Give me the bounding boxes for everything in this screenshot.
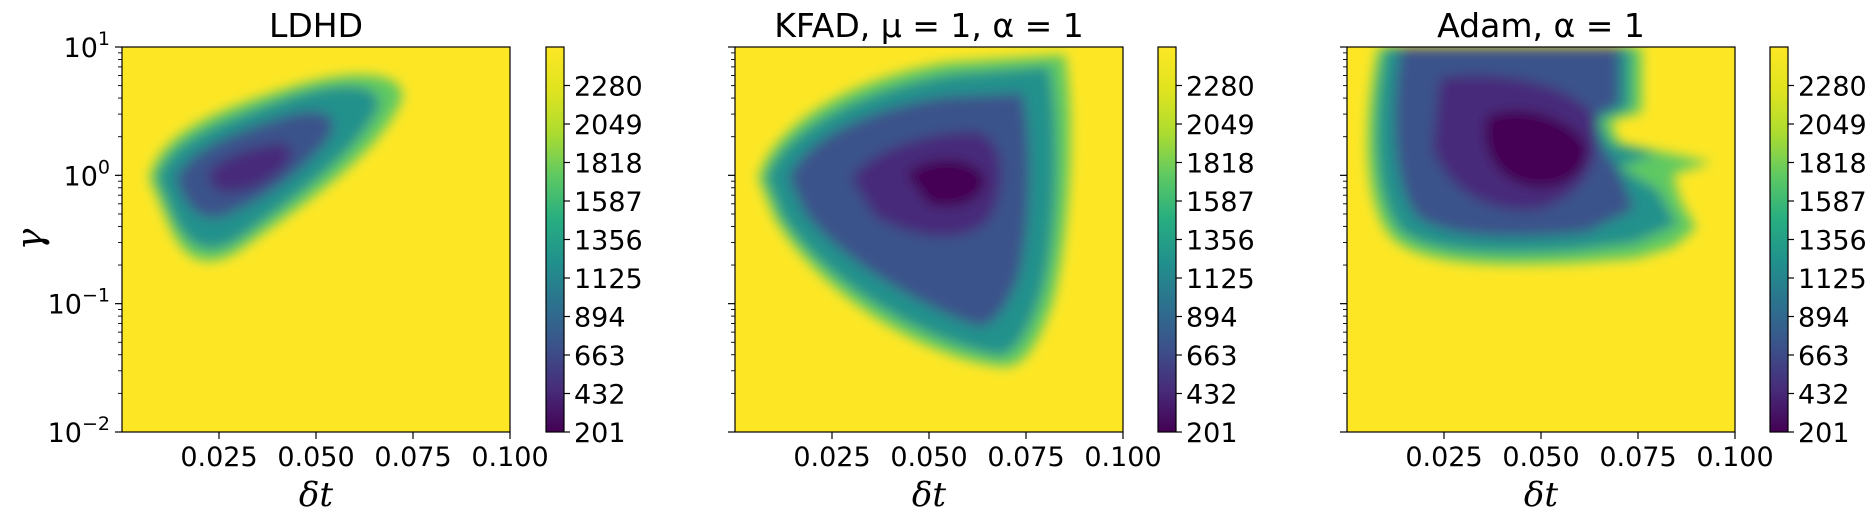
y-tick-label: 101 bbox=[64, 28, 110, 64]
x-tick-label: 0.100 bbox=[1696, 442, 1773, 473]
colorbar-tick-label: 2049 bbox=[1798, 110, 1867, 141]
x-tick-label: 0.050 bbox=[277, 442, 354, 473]
y-tick-label: 10−1 bbox=[48, 285, 110, 321]
colorbar-tick-label: 1587 bbox=[574, 187, 643, 218]
x-tick-label: 0.075 bbox=[374, 442, 451, 473]
colorbar-tick-label: 2049 bbox=[1186, 110, 1255, 141]
colorbar-tick-label: 201 bbox=[1798, 418, 1850, 449]
colorbar-tick-label: 1818 bbox=[1798, 149, 1867, 180]
colorbar-tick-label: 1356 bbox=[574, 226, 643, 257]
colorbar bbox=[1157, 46, 1177, 433]
colorbar-tick-label: 1818 bbox=[574, 149, 643, 180]
colorbar-tick-label: 894 bbox=[1186, 303, 1238, 334]
colorbar-tick-label: 663 bbox=[1186, 341, 1238, 372]
colorbar-tick-label: 2280 bbox=[1798, 72, 1867, 103]
colorbar-tick-label: 663 bbox=[574, 341, 626, 372]
heatmap-1 bbox=[122, 47, 510, 432]
x-tick-label: 0.050 bbox=[1502, 442, 1579, 473]
colorbar-tick-label: 1125 bbox=[1798, 264, 1867, 295]
chart-title: Adam, α = 1 bbox=[1437, 6, 1645, 45]
panel-2: KFAD, μ = 1, α = 1 0.025 0.050 0.075 0.100 δt… bbox=[728, 6, 1255, 515]
x-tick-label: 0.025 bbox=[793, 442, 870, 473]
colorbar-tick-label: 1356 bbox=[1186, 226, 1255, 257]
colorbar bbox=[545, 46, 565, 433]
x-tick-label: 0.025 bbox=[180, 442, 257, 473]
heatmap-level-5 bbox=[1484, 110, 1588, 188]
x-tick-label: 0.075 bbox=[987, 442, 1064, 473]
colorbar-tick-label: 1587 bbox=[1186, 187, 1255, 218]
x-axis-label: δt bbox=[1524, 475, 1558, 515]
colorbar-tick-label: 1125 bbox=[1186, 264, 1255, 295]
panel-1: LDHD 0.025 0.050 0.075 0.100 δt 101 100 10−1 10−2… bbox=[10, 6, 643, 515]
chart-title: KFAD, μ = 1, α = 1 bbox=[774, 6, 1084, 45]
x-tick-label: 0.100 bbox=[1084, 442, 1161, 473]
heatmap-level-4 bbox=[207, 143, 292, 193]
colorbar-tick-label: 1125 bbox=[574, 264, 643, 295]
colorbar-tick-label: 1818 bbox=[1186, 149, 1255, 180]
heatmap-2 bbox=[735, 47, 1123, 432]
colorbar-tick-label: 2280 bbox=[1186, 72, 1255, 103]
heatmap-level-5 bbox=[905, 159, 985, 207]
colorbar-tick-label: 1587 bbox=[1798, 187, 1867, 218]
y-tick-label: 10−2 bbox=[48, 413, 110, 449]
panel-3: Adam, α = 1 0.025 0.050 0.075 0.100 δt 2280 204… bbox=[1340, 6, 1867, 515]
x-axis-label: δt bbox=[912, 475, 946, 515]
colorbar-tick-label: 432 bbox=[1186, 380, 1238, 411]
y-tick-label: 100 bbox=[64, 156, 110, 192]
x-tick-label: 0.025 bbox=[1405, 442, 1482, 473]
colorbar-tick-label: 894 bbox=[574, 303, 626, 334]
colorbar-tick-label: 1356 bbox=[1798, 226, 1867, 257]
colorbar-tick-label: 432 bbox=[574, 380, 626, 411]
x-tick-label: 0.100 bbox=[471, 442, 548, 473]
colorbar-tick-label: 201 bbox=[574, 418, 626, 449]
heatmap-3 bbox=[1347, 47, 1735, 432]
colorbar-tick-label: 894 bbox=[1798, 303, 1850, 334]
y-axis-label: γ bbox=[10, 228, 51, 250]
colorbar-tick-label: 2280 bbox=[574, 72, 643, 103]
colorbar bbox=[1769, 46, 1789, 433]
x-tick-label: 0.075 bbox=[1599, 442, 1676, 473]
x-tick-label: 0.050 bbox=[890, 442, 967, 473]
colorbar-tick-label: 201 bbox=[1186, 418, 1238, 449]
colorbar-tick-label: 663 bbox=[1798, 341, 1850, 372]
x-axis-label: δt bbox=[299, 475, 333, 515]
colorbar-tick-label: 432 bbox=[1798, 380, 1850, 411]
colorbar-tick-label: 2049 bbox=[574, 110, 643, 141]
chart-title: LDHD bbox=[269, 6, 363, 45]
